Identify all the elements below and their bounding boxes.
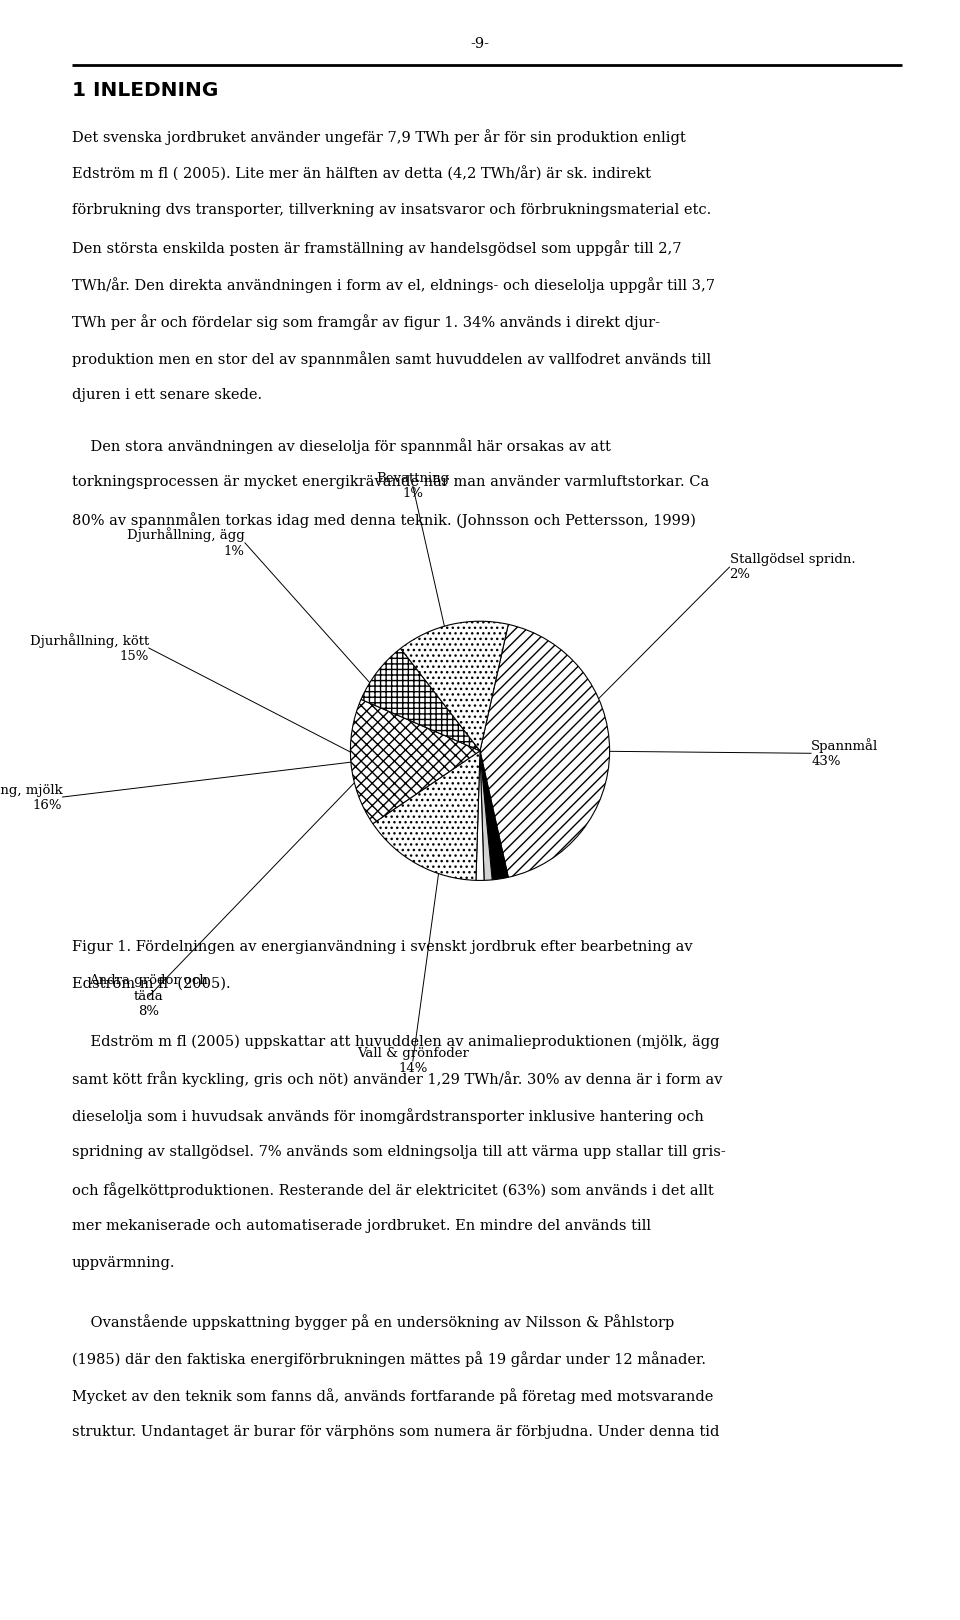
Text: Andra grödor och
täda
8%: Andra grödor och täda 8% — [89, 974, 208, 1019]
Text: TWh/år. Den direkta användningen i form av el, eldnings- och dieselolja uppgår t: TWh/år. Den direkta användningen i form … — [72, 277, 715, 293]
Text: Det svenska jordbruket använder ungefär 7,9 TWh per år för sin produktion enligt: Det svenska jordbruket använder ungefär … — [72, 130, 685, 146]
Text: Djurhållning, kött
15%: Djurhållning, kött 15% — [30, 633, 149, 663]
Text: TWh per år och fördelar sig som framgår av figur 1. 34% används i direkt djur-: TWh per år och fördelar sig som framgår … — [72, 314, 660, 330]
Text: Mycket av den teknik som fanns då, används fortfarande på företag med motsvarand: Mycket av den teknik som fanns då, använ… — [72, 1388, 713, 1405]
Text: Vall & grönfoder
14%: Vall & grönfoder 14% — [357, 1047, 468, 1076]
Text: spridning av stallgödsel. 7% används som eldningsolja till att värma upp stallar: spridning av stallgödsel. 7% används som… — [72, 1145, 726, 1160]
Text: Djurhållning, ägg
1%: Djurhållning, ägg 1% — [127, 528, 245, 557]
Wedge shape — [480, 750, 508, 880]
Wedge shape — [480, 750, 492, 880]
Text: torkningsprocessen är mycket energikrävande när man använder varmluftstorkar. Ca: torkningsprocessen är mycket energikräva… — [72, 475, 709, 489]
Text: struktur. Undantaget är burar för värphöns som numera är förbjudna. Under denna : struktur. Undantaget är burar för värphö… — [72, 1426, 719, 1439]
Text: Bevattning
1%: Bevattning 1% — [376, 471, 449, 501]
Text: och fågelköttproduktionen. Resterande del är elektricitet (63%) som används i de: och fågelköttproduktionen. Resterande de… — [72, 1183, 713, 1199]
Wedge shape — [480, 624, 610, 878]
Text: -9-: -9- — [470, 37, 490, 52]
Wedge shape — [476, 750, 484, 880]
Text: Figur 1. Fördelningen av energianvändning i svenskt jordbruk efter bearbetning a: Figur 1. Fördelningen av energianvändnin… — [72, 940, 692, 954]
Wedge shape — [372, 750, 480, 880]
Text: produktion men en stor del av spannmålen samt huvuddelen av vallfodret används t: produktion men en stor del av spannmålen… — [72, 352, 711, 366]
Wedge shape — [361, 648, 480, 750]
Text: Ovanstående uppskattning bygger på en undersökning av Nilsson & Påhlstorp: Ovanstående uppskattning bygger på en un… — [72, 1314, 674, 1330]
Text: 80% av spannmålen torkas idag med denna teknik. (Johnsson och Pettersson, 1999): 80% av spannmålen torkas idag med denna … — [72, 512, 696, 528]
Text: förbrukning dvs transporter, tillverkning av insatsvaror och förbrukningsmateria: förbrukning dvs transporter, tillverknin… — [72, 204, 711, 217]
Text: Den stora användningen av dieselolja för spannmål här orsakas av att: Den stora användningen av dieselolja för… — [72, 437, 611, 454]
Text: Edström m fl ( 2005). Lite mer än hälften av detta (4,2 TWh/år) är sk. indirekt: Edström m fl ( 2005). Lite mer än hälfte… — [72, 167, 651, 181]
Text: (1985) där den faktiska energiförbrukningen mättes på 19 gårdar under 12 månader: (1985) där den faktiska energiförbruknin… — [72, 1351, 706, 1367]
Text: uppvärmning.: uppvärmning. — [72, 1256, 176, 1270]
Text: Spannmål
43%: Spannmål 43% — [811, 739, 878, 768]
Text: dieselolja som i huvudsak används för inomgårdstransporter inklusive hantering o: dieselolja som i huvudsak används för in… — [72, 1108, 704, 1124]
Wedge shape — [350, 700, 480, 823]
Text: 1 INLEDNING: 1 INLEDNING — [72, 81, 218, 100]
Text: Edström m fl  (2005).: Edström m fl (2005). — [72, 977, 230, 990]
Text: mer mekaniserade och automatiserade jordbruket. En mindre del används till: mer mekaniserade och automatiserade jord… — [72, 1220, 651, 1233]
Text: Stallgödsel spridn.
2%: Stallgödsel spridn. 2% — [730, 552, 855, 582]
Text: Den största enskilda posten är framställning av handelsgödsel som uppgår till 2,: Den största enskilda posten är framställ… — [72, 240, 682, 256]
Wedge shape — [400, 620, 508, 750]
Text: samt kött från kyckling, gris och nöt) använder 1,29 TWh/år. 30% av denna är i f: samt kött från kyckling, gris och nöt) a… — [72, 1071, 723, 1087]
Text: djuren i ett senare skede.: djuren i ett senare skede. — [72, 387, 262, 402]
Text: Edström m fl (2005) uppskattar att huvuddelen av animalieproduktionen (mjölk, äg: Edström m fl (2005) uppskattar att huvud… — [72, 1035, 719, 1050]
Text: Djurhållning, mjölk
16%: Djurhållning, mjölk 16% — [0, 782, 62, 812]
